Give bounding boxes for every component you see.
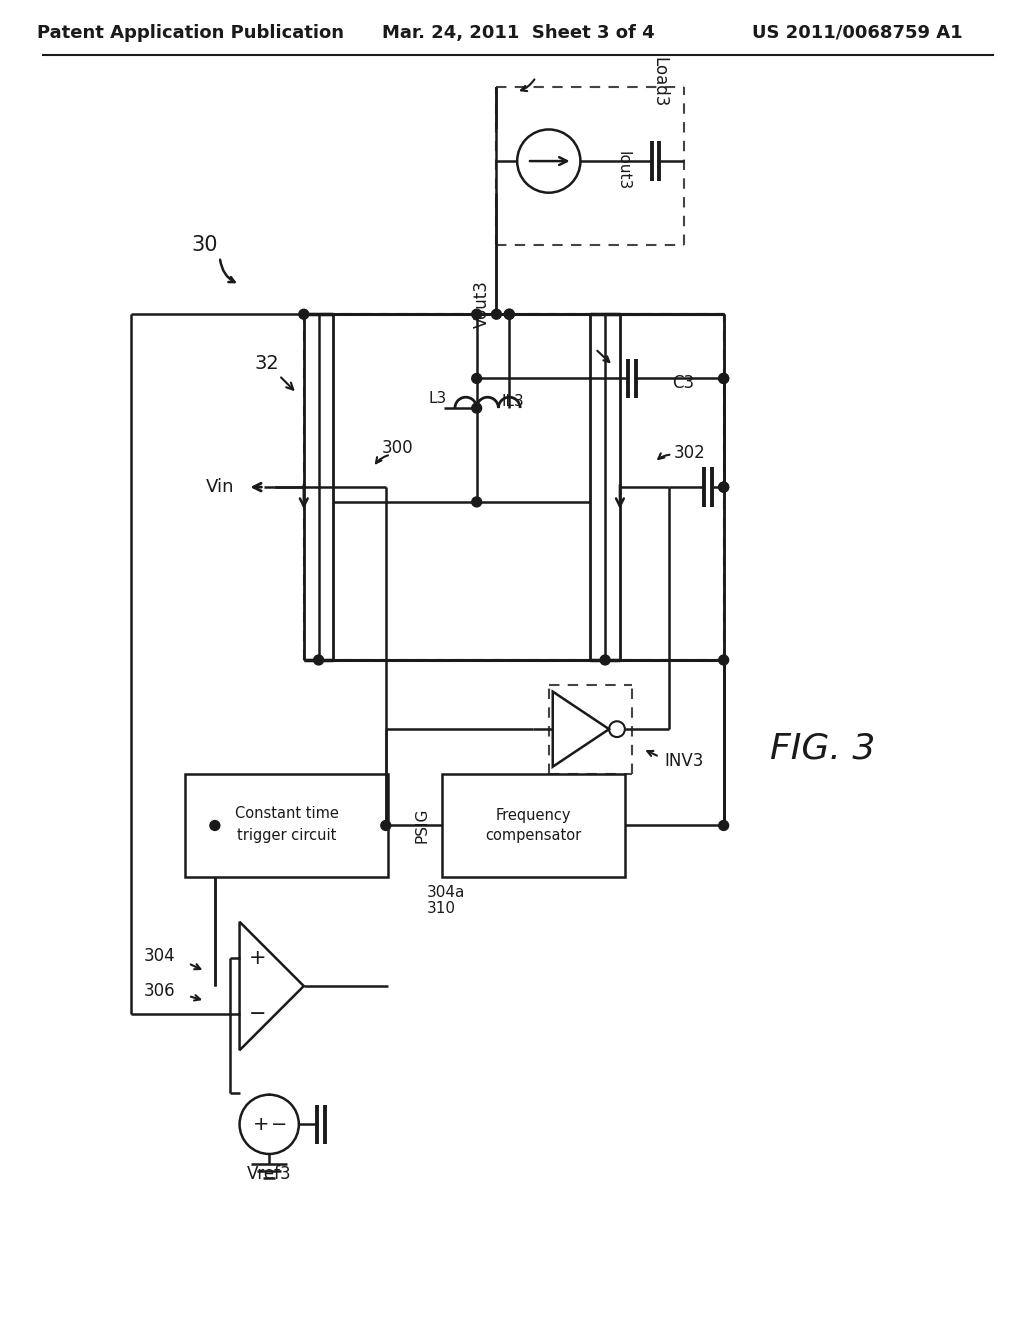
Text: Frequency: Frequency (496, 808, 571, 824)
Circle shape (719, 374, 729, 383)
Circle shape (719, 655, 729, 665)
Text: 306: 306 (143, 982, 175, 1001)
Bar (442, 774, 625, 878)
Circle shape (210, 821, 220, 830)
Circle shape (472, 374, 481, 383)
Text: Iout3: Iout3 (615, 152, 631, 190)
Circle shape (299, 309, 308, 319)
Circle shape (472, 498, 481, 507)
Text: Mar. 24, 2011  Sheet 3 of 4: Mar. 24, 2011 Sheet 3 of 4 (382, 24, 654, 42)
Text: FIG. 3: FIG. 3 (770, 731, 876, 766)
Circle shape (505, 309, 514, 319)
Text: compensator: compensator (485, 828, 582, 843)
Text: 304a: 304a (427, 884, 466, 900)
Text: −: − (271, 1115, 288, 1134)
Text: 32: 32 (255, 354, 280, 374)
Text: Load3: Load3 (650, 57, 669, 107)
Text: C3: C3 (673, 375, 694, 392)
Text: INV3: INV3 (665, 752, 703, 770)
Circle shape (719, 482, 729, 492)
Text: +: + (253, 1115, 269, 1134)
Text: Patent Application Publication: Patent Application Publication (37, 24, 344, 42)
Text: Vref3: Vref3 (247, 1164, 292, 1183)
Text: −: − (249, 1003, 266, 1024)
Circle shape (313, 655, 324, 665)
Text: 304: 304 (143, 948, 175, 965)
Text: US 2011/0068759 A1: US 2011/0068759 A1 (752, 24, 963, 42)
Text: L3: L3 (429, 391, 447, 405)
Text: PSIG: PSIG (415, 808, 430, 843)
Circle shape (492, 309, 502, 319)
Text: IL3: IL3 (502, 393, 524, 409)
Text: 310: 310 (427, 902, 457, 916)
Circle shape (719, 482, 729, 492)
Text: +: + (249, 948, 266, 969)
Text: Constant time: Constant time (234, 807, 339, 821)
Circle shape (505, 309, 514, 319)
Text: 30: 30 (191, 235, 218, 255)
Text: Vin: Vin (206, 478, 234, 496)
Bar (185, 774, 388, 878)
Text: Vout3: Vout3 (473, 280, 490, 329)
Text: 302: 302 (673, 444, 705, 462)
Circle shape (472, 309, 481, 319)
Circle shape (472, 403, 481, 413)
Text: 300: 300 (382, 438, 414, 457)
Circle shape (600, 655, 610, 665)
Circle shape (719, 374, 729, 383)
Circle shape (719, 821, 729, 830)
Text: trigger circuit: trigger circuit (237, 828, 336, 843)
Circle shape (381, 821, 391, 830)
